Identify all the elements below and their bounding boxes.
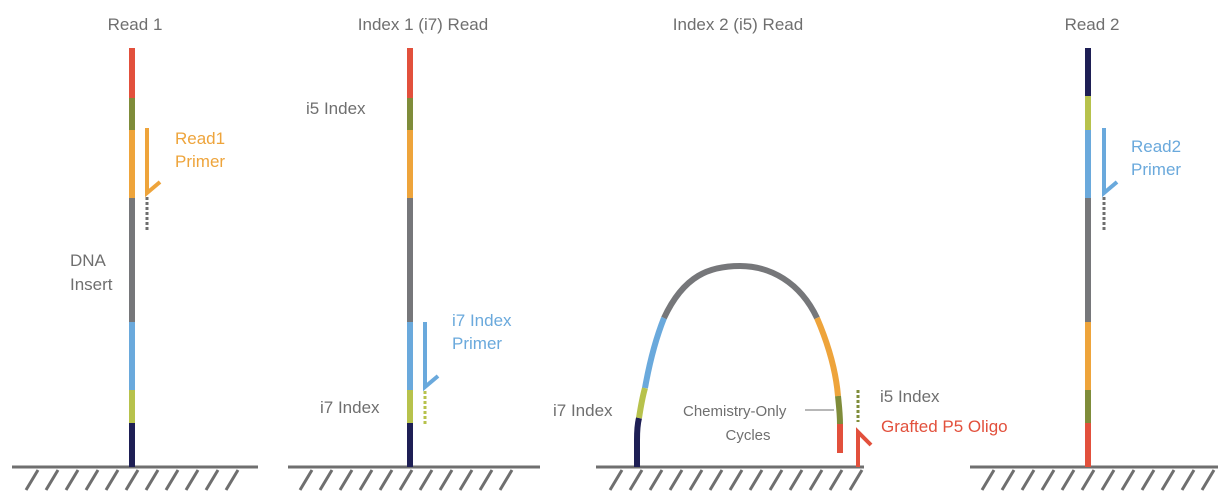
bridged-strand — [634, 262, 843, 467]
label-read2-primer-2: Primer — [1131, 160, 1181, 179]
title-index1-read: Index 1 (i7) Read — [358, 15, 488, 34]
label-i7-index-primer: i7 Index — [452, 311, 512, 330]
segment-i7-index — [636, 387, 648, 419]
label-chemistry-only: Chemistry-Only — [683, 403, 787, 420]
read1-primer-mark — [145, 128, 162, 198]
label-i5-index: i5 Index — [880, 387, 940, 406]
label-read1-primer: Read1 — [175, 129, 225, 148]
i7-index-primer-mark — [423, 322, 440, 392]
segment-read2-site — [642, 316, 667, 389]
flowcell-surface — [970, 465, 1218, 491]
flowcell-surface — [12, 465, 258, 491]
label-i7-index: i7 Index — [553, 401, 613, 420]
panel-read1: Read1 Primer DNA Insert — [12, 48, 258, 491]
title-read2: Read 2 — [1065, 15, 1120, 34]
label-read2-primer: Read2 — [1131, 137, 1181, 156]
label-chemistry-cycles: Cycles — [725, 427, 770, 444]
label-read1-primer-2: Primer — [175, 152, 225, 171]
grafted-p5-oligo — [856, 427, 873, 467]
flowcell-surface — [596, 465, 864, 491]
label-grafted-p5-oligo: Grafted P5 Oligo — [881, 417, 1008, 436]
title-index2-read: Index 2 (i5) Read — [673, 15, 803, 34]
label-i7-index: i7 Index — [320, 398, 380, 417]
panel-read2: Read2 Primer — [970, 48, 1218, 491]
segment-p7-adapter — [634, 417, 642, 467]
segment-i5-index — [835, 395, 843, 425]
read2-primer-mark — [1102, 128, 1119, 198]
segment-dna-insert — [661, 262, 820, 320]
label-dna-insert-2: Insert — [70, 275, 113, 294]
panel-index2: i7 Index Chemistry-Only Cycles i5 Index … — [553, 262, 1008, 491]
segment-read1-site — [814, 316, 841, 397]
label-i7-index-primer-2: Primer — [452, 334, 502, 353]
title-read1: Read 1 — [108, 15, 163, 34]
label-i5-index: i5 Index — [306, 99, 366, 118]
label-dna-insert: DNA — [70, 251, 107, 270]
flowcell-surface — [288, 465, 540, 491]
panel-index1: i5 Index i7 Index Primer i7 Index — [288, 48, 540, 491]
